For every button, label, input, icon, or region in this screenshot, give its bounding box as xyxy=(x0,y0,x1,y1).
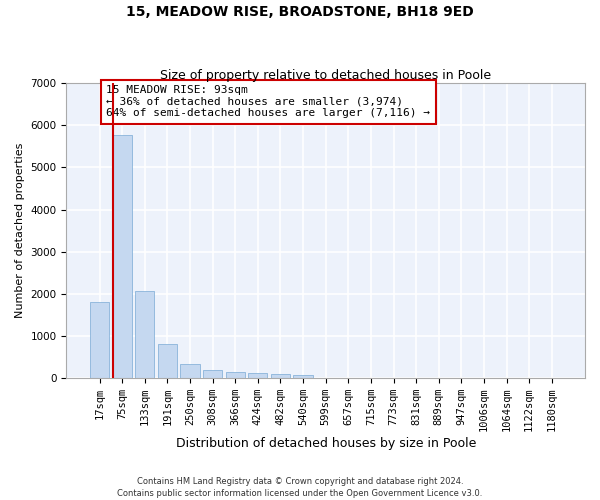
Text: 15 MEADOW RISE: 93sqm
← 36% of detached houses are smaller (3,974)
64% of semi-d: 15 MEADOW RISE: 93sqm ← 36% of detached … xyxy=(106,86,430,118)
Bar xyxy=(271,374,290,378)
Bar xyxy=(248,374,268,378)
Y-axis label: Number of detached properties: Number of detached properties xyxy=(15,143,25,318)
Bar xyxy=(293,374,313,378)
Bar xyxy=(158,344,177,378)
Bar xyxy=(113,134,132,378)
Bar xyxy=(135,291,154,378)
Text: Contains HM Land Registry data © Crown copyright and database right 2024.
Contai: Contains HM Land Registry data © Crown c… xyxy=(118,476,482,498)
Bar xyxy=(203,370,222,378)
X-axis label: Distribution of detached houses by size in Poole: Distribution of detached houses by size … xyxy=(176,437,476,450)
Text: 15, MEADOW RISE, BROADSTONE, BH18 9ED: 15, MEADOW RISE, BROADSTONE, BH18 9ED xyxy=(126,5,474,19)
Bar xyxy=(181,364,200,378)
Title: Size of property relative to detached houses in Poole: Size of property relative to detached ho… xyxy=(160,69,491,82)
Bar xyxy=(226,372,245,378)
Bar xyxy=(90,302,109,378)
